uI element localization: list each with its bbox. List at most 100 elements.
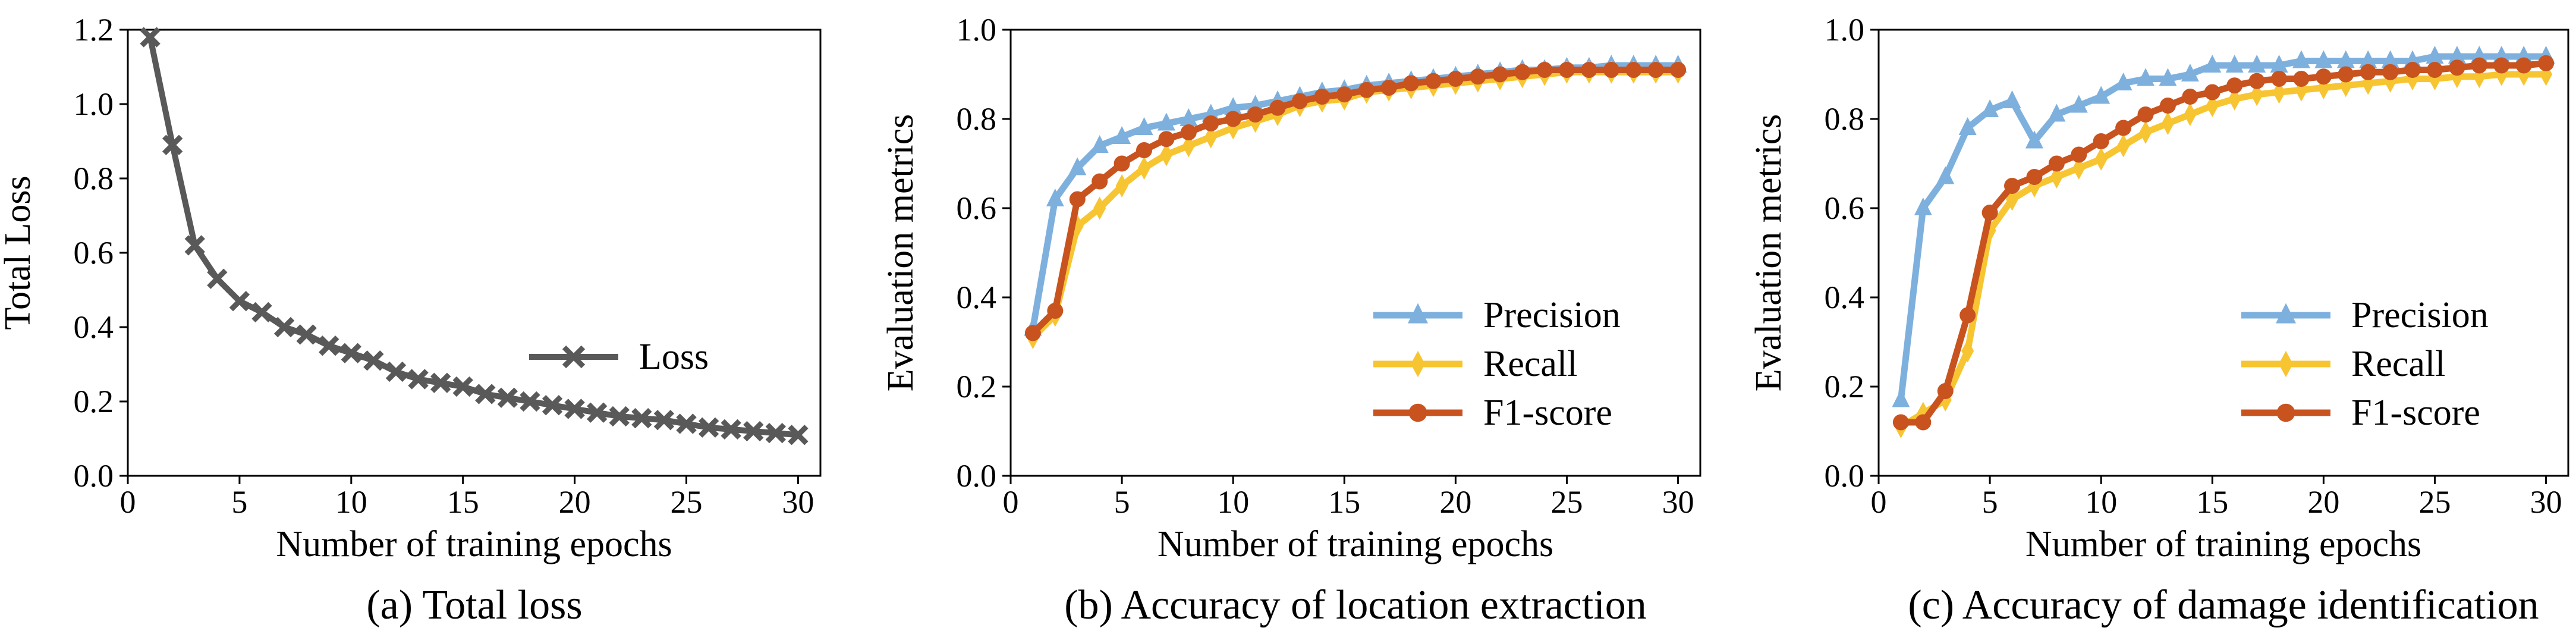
x-tick-label: 30 <box>1662 484 1694 520</box>
data-point <box>2293 71 2310 87</box>
data-point <box>2203 55 2222 73</box>
y-tick-label: 1.2 <box>74 12 114 48</box>
data-point <box>1961 339 1974 363</box>
data-point <box>1068 157 1087 175</box>
data-point <box>2404 62 2421 78</box>
data-point <box>2092 86 2111 104</box>
data-point <box>207 268 228 289</box>
data-point <box>2094 148 2108 171</box>
data-point <box>2071 146 2087 163</box>
data-point <box>229 291 250 312</box>
legend-label: Loss <box>639 337 709 377</box>
y-tick-label: 0.2 <box>957 369 997 404</box>
data-point <box>1046 189 1064 206</box>
data-point <box>1981 99 1999 117</box>
x-tick-label: 15 <box>1328 484 1360 520</box>
data-point <box>1204 125 1218 149</box>
y-tick-label: 0.2 <box>74 384 114 419</box>
legend-marker <box>562 345 586 369</box>
data-point <box>2271 71 2288 87</box>
data-point <box>2206 94 2219 117</box>
data-point <box>1180 124 1197 140</box>
x-tick-label: 15 <box>2196 484 2228 520</box>
data-point <box>2273 80 2286 104</box>
data-point <box>2182 89 2198 105</box>
data-point <box>162 134 183 155</box>
data-point <box>2471 57 2487 74</box>
data-point <box>2381 50 2399 68</box>
data-point <box>2069 95 2088 113</box>
data-point <box>1247 106 1264 123</box>
data-point <box>631 407 652 429</box>
data-point <box>2004 178 2021 194</box>
data-point <box>363 350 384 371</box>
data-point <box>1470 68 1486 85</box>
legend-entry: Recall <box>1373 344 1577 384</box>
data-point <box>497 387 518 408</box>
data-point <box>1024 325 1041 341</box>
plot-frame <box>127 29 822 477</box>
legend-marker <box>1408 403 1427 422</box>
x-axis-label: Number of training epochs <box>1158 524 1553 564</box>
data-point <box>2315 68 2332 85</box>
chart-panel-1: 0 5 10 15 20 25 30 0.0 0.2 0.4 0.6 0.8 1.0 1.2 Number … <box>0 12 822 628</box>
data-point <box>1937 383 1954 399</box>
data-point <box>2093 133 2109 149</box>
data-point <box>2228 87 2241 111</box>
data-point <box>1958 117 1977 135</box>
data-point <box>2137 68 2155 86</box>
data-point <box>1136 142 1153 158</box>
chart-panel-2: 0 5 10 15 20 25 30 0.0 0.2 0.4 0.6 0.8 1.0 Number of … <box>880 12 1701 628</box>
x-tick-label: 25 <box>671 484 703 520</box>
series-line <box>1029 62 1682 332</box>
data-point <box>2248 73 2265 89</box>
data-point <box>1138 156 1151 180</box>
data-point <box>1114 155 1130 172</box>
data-point <box>1115 174 1128 197</box>
data-point <box>1269 99 1286 116</box>
data-point <box>2159 68 2177 86</box>
legend-label: Precision <box>2351 295 2489 335</box>
data-point <box>1492 66 1508 83</box>
panel-caption: (a) Total loss <box>366 582 582 628</box>
y-tick-label: 0.4 <box>74 309 114 345</box>
data-point <box>1092 173 1108 190</box>
data-point <box>1625 62 1642 78</box>
y-tick-label: 0.8 <box>957 101 997 137</box>
data-point <box>2137 106 2154 123</box>
data-point <box>1936 166 1955 184</box>
data-point <box>1603 62 1619 78</box>
data-point <box>2050 165 2063 189</box>
plot-frame <box>1877 29 2569 477</box>
series-precision <box>1892 46 2555 407</box>
data-point <box>2448 46 2466 64</box>
plot-frame <box>1009 29 1701 477</box>
x-tick-label: 5 <box>1114 484 1130 520</box>
data-point <box>1380 80 1397 96</box>
series-recall <box>1894 62 2553 438</box>
data-point <box>2248 55 2266 73</box>
data-point <box>2226 77 2243 94</box>
data-point <box>2270 55 2288 73</box>
data-point <box>743 421 764 442</box>
data-point <box>1536 62 1553 78</box>
legend-marker <box>1408 303 1428 324</box>
y-tick-label: 0.8 <box>1825 101 1865 137</box>
series-loss <box>140 27 809 445</box>
series-f1-score <box>1024 62 1687 341</box>
data-point <box>251 302 272 323</box>
data-point <box>2181 64 2199 81</box>
data-point <box>1314 89 1331 105</box>
series-f1-score <box>1892 55 2555 431</box>
data-point <box>2072 156 2086 180</box>
x-tick-label: 10 <box>335 484 367 520</box>
data-point <box>2250 83 2263 106</box>
data-point <box>2184 103 2197 126</box>
data-point <box>1647 62 1664 78</box>
data-point <box>1047 303 1064 319</box>
data-point <box>2314 50 2333 68</box>
data-point <box>653 410 675 431</box>
legend-label: F1-score <box>2351 393 2480 433</box>
x-tick-label: 30 <box>782 484 814 520</box>
